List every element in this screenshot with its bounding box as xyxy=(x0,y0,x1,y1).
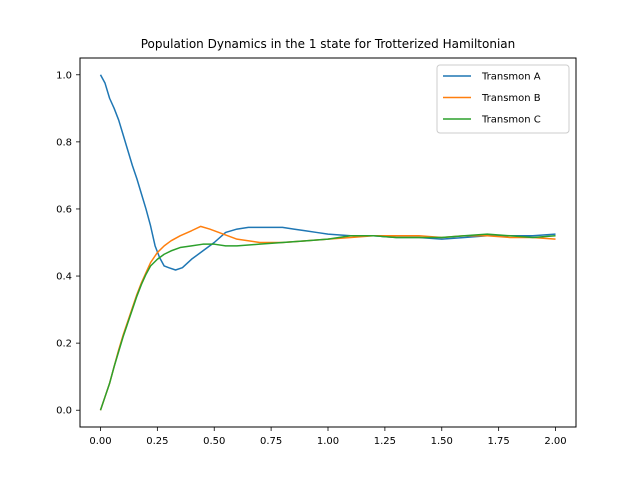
x-tick-label: 1.00 xyxy=(317,436,339,447)
y-tick-label: 0.0 xyxy=(56,406,72,417)
x-tick-label: 1.50 xyxy=(431,436,453,447)
y-tick-label: 0.8 xyxy=(56,137,72,148)
legend-label-3: Transmon C xyxy=(481,115,541,126)
plot-area: 0.00 0.25 0.50 0.75 1.00 1.25 1.50 1.75 2.00 0.0… xyxy=(56,57,577,447)
chart-title: Population Dynamics in the 1 state for T… xyxy=(141,37,516,51)
y-tick-label: 0.4 xyxy=(56,272,72,283)
series-layer xyxy=(99,74,556,411)
x-axis-ticks: 0.00 0.25 0.50 0.75 1.00 1.25 1.50 1.75 2.00 xyxy=(89,427,567,447)
x-tick-label: 1.25 xyxy=(374,436,396,447)
y-axis-ticks: 0.0 0.2 0.4 0.6 0.8 1.0 xyxy=(56,70,80,417)
y-tick-label: 0.6 xyxy=(56,204,72,215)
legend-label-1: Transmon A xyxy=(481,72,541,83)
y-tick-label: 1.0 xyxy=(56,70,72,81)
x-tick-label: 0.25 xyxy=(146,436,168,447)
x-tick-label: 0.50 xyxy=(203,436,225,447)
legend: Transmon A Transmon B Transmon C xyxy=(436,64,570,134)
legend-label-2: Transmon B xyxy=(481,93,541,104)
legend-box xyxy=(436,64,570,134)
y-tick-label: 0.2 xyxy=(56,339,72,350)
x-tick-label: 1.75 xyxy=(488,436,510,447)
series-line-3 xyxy=(99,233,556,411)
x-tick-label: 0.75 xyxy=(260,436,282,447)
x-tick-label: 2.00 xyxy=(544,436,566,447)
x-tick-label: 0.00 xyxy=(89,436,111,447)
